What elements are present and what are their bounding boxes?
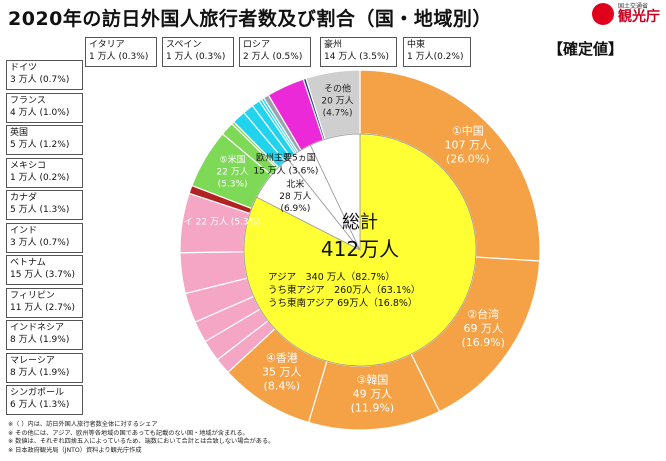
legend-box-スペイン: スペイン 1 万人 (0.3%)	[162, 37, 234, 67]
page-title: 2020年の訪日外国人旅行者数及び割合（国・地域別）	[8, 8, 492, 30]
asia-summary-line: うち東南アジア 69万人（16.8%）	[268, 297, 417, 309]
legend-box-value: 11 万人 (2.7%)	[10, 302, 76, 313]
legend-box-value: 8 万人 (1.9%)	[10, 335, 70, 345]
label-pct-その他: (4.7%)	[323, 109, 353, 119]
legend-box-name: カナダ	[10, 193, 38, 203]
legend-box-ベトナム: ベトナム 15 万人 (3.7%)	[6, 255, 83, 285]
legend-box-value: 3 万人 (0.7%)	[10, 75, 70, 85]
label-value-香港: 35 万人	[262, 366, 302, 379]
legend-box-value: 14 万人 (3.5%)	[324, 52, 390, 62]
label-name-韓国: ③韓国	[356, 373, 388, 386]
asia-summary-line: うち東アジア 260万人（63.1%）	[268, 284, 420, 296]
total-value: 412万人	[321, 237, 399, 261]
legend-box-value: 4 万人 (1.0%)	[10, 107, 70, 118]
legend-box-フィリピン: フィリピン 11 万人 (2.7%)	[6, 287, 83, 318]
label-name-中国: ①中国	[452, 125, 484, 138]
asia-summary-line: アジア 340 万人（82.7%）	[268, 271, 395, 283]
legend-box-インドネシア: インドネシア 8 万人 (1.9%)	[6, 320, 83, 350]
legend-box-英国: 英国 5 万人 (1.2%)	[6, 125, 83, 155]
label-name-その他: その他	[324, 83, 351, 95]
legend-box-ロシア: ロシア 2 万人 (0.5%)	[239, 37, 311, 67]
label-pct-韓国: (11.9%)	[351, 401, 395, 414]
agency-logo: 国土交通省 観光庁	[592, 3, 660, 25]
legend-box-name: インドネシア	[10, 323, 65, 333]
legend-box-name: ベトナム	[10, 258, 46, 268]
legend-box-value: 8 万人 (1.9%)	[10, 367, 70, 378]
inner-label-name-欧州主要5ヵ国: 欧州主要5ヵ国	[256, 151, 316, 163]
label-value-中国: 107 万人	[445, 139, 492, 152]
legend-box-name: イタリア	[89, 40, 125, 50]
legend-box-value: 5 万人 (1.3%)	[10, 205, 70, 215]
legend-box-value: 5 万人 (1.2%)	[10, 140, 70, 150]
logo-ministry: 国土交通省	[618, 3, 649, 10]
label-タイ: ⑤タイ 22 万人 (5.3%)	[167, 217, 261, 228]
inner-slice-その他	[309, 133, 361, 251]
label-pct-中国: (26.0%)	[446, 153, 490, 166]
label-value-台湾: 69 万人	[463, 322, 503, 335]
label-name-米国: ⑤米国	[220, 154, 246, 166]
note-line: ※ その他には、アジア、欧州等各地域の国であっても記載のない国・地域が含まれる。	[8, 429, 249, 437]
legend-box-中東: 中東 1 万人(0.2%)	[403, 37, 471, 67]
legend-box-シンガポール: シンガポール 6 万人 (1.3%)	[6, 385, 83, 415]
legend-box-ドイツ: ドイツ 3 万人 (0.7%)	[6, 60, 83, 90]
legend-box-name: ドイツ	[10, 63, 38, 73]
legend-box-マレーシア: マレーシア 8 万人 (1.9%)	[6, 352, 83, 383]
logo-mark-icon	[592, 3, 614, 25]
label-pct-台湾: (16.9%)	[461, 336, 505, 349]
legend-box-value: 1 万人 (0.2%)	[10, 172, 70, 183]
legend-box-name: マレーシア	[10, 355, 55, 366]
legend-box-value: 2 万人 (0.5%)	[243, 52, 303, 62]
legend-box-name: フランス	[10, 95, 46, 106]
legend-box-フランス: フランス 4 万人 (1.0%)	[6, 92, 83, 123]
confirmed-label: 【確定値】	[548, 40, 624, 58]
legend-box-name: メキシコ	[10, 160, 47, 171]
legend-box-value: 15 万人 (3.7%)	[10, 270, 76, 280]
legend-box-name: 中東	[407, 40, 426, 50]
label-name-香港: ④香港	[266, 352, 298, 365]
legend-box-イタリア: イタリア 1 万人 (0.3%)	[85, 37, 157, 67]
inner-label-value-北米: 28 万人	[279, 191, 311, 202]
legend-box-メキシコ: メキシコ 1 万人 (0.2%)	[6, 157, 83, 188]
label-value-韓国: 49 万人	[353, 387, 393, 400]
legend-box-name: 豪州	[324, 40, 343, 50]
legend-box-name: インド	[10, 225, 38, 236]
legend-box-インド: インド 3 万人 (0.7%)	[6, 222, 83, 253]
legend-box-カナダ: カナダ 5 万人 (1.3%)	[6, 190, 83, 220]
logo-agency-name: 観光庁	[618, 9, 660, 25]
legend-box-value: 1 万人 (0.3%)	[166, 52, 226, 62]
legend-box-name: ロシア	[243, 40, 271, 50]
legend-box-value: 1 万人(0.2%)	[407, 52, 464, 62]
total-label: 総計	[342, 212, 378, 233]
footnotes: ※（ ）内は、訪日外国人旅行者数全体に対するシェア ※ その他には、アジア、欧州…	[8, 421, 274, 455]
note-line: ※（ ）内は、訪日外国人旅行者数全体に対するシェア	[8, 421, 158, 428]
legend-box-name: 英国	[10, 128, 29, 138]
label-value-米国: 22 万人	[216, 167, 248, 178]
inner-label-name-北米: 北米	[286, 178, 304, 190]
legend-box-value: 3 万人 (0.7%)	[10, 237, 70, 248]
inner-label-value-欧州主要5ヵ国: 15 万人 (3.6%)	[253, 165, 318, 176]
legend-box-name: スペイン	[166, 40, 202, 50]
label-value-その他: 20 万人	[321, 96, 353, 107]
legend-box-value: 6 万人 (1.3%)	[10, 400, 70, 410]
inner-ring	[243, 133, 477, 367]
label-pct-香港: (8.4%)	[264, 380, 301, 393]
inner-label-pct-北米: (6.9%)	[280, 204, 310, 214]
legend-box-豪州: 豪州 14 万人 (3.5%)	[320, 37, 397, 67]
legend-box-name: フィリピン	[10, 290, 55, 301]
outer-ring	[179, 69, 541, 431]
legend-box-name: シンガポール	[10, 388, 65, 398]
label-name-台湾: ②台湾	[467, 307, 499, 321]
legend-box-value: 1 万人 (0.3%)	[89, 52, 149, 62]
note-line: ※ 数値は、それぞれ四捨五入によっているため、端数において合計とは合致しない場合…	[8, 438, 275, 445]
note-line: ※ 日本政府観光局（JNTO）資料より観光庁作成	[8, 446, 142, 454]
label-pct-米国: (5.3%)	[218, 180, 248, 190]
